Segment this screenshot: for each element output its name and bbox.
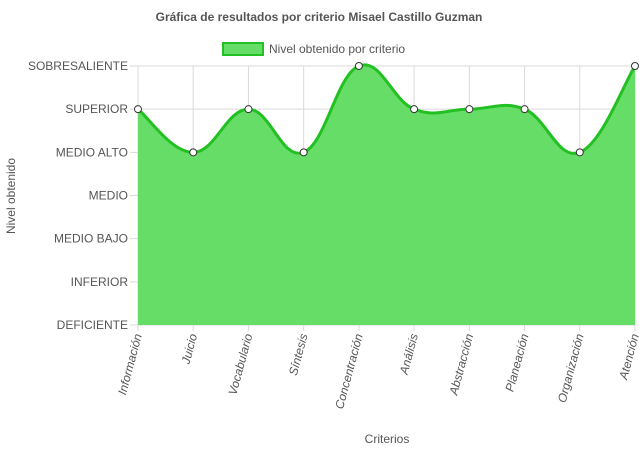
legend-swatch: [222, 42, 264, 56]
chart-title: Gráfica de resultados por criterio Misae…: [156, 10, 483, 24]
x-tick-label: Juicio: [178, 332, 200, 367]
data-point-1[interactable]: [189, 148, 198, 157]
data-area: [137, 63, 637, 325]
data-points[interactable]: [134, 62, 639, 157]
data-point-3[interactable]: [299, 148, 308, 157]
data-point-7[interactable]: [520, 105, 529, 114]
x-tick-labels: Información Juicio Vocabulario Síntesis Conc…: [115, 332, 639, 411]
y-tick-label: MEDIO ALTO: [56, 145, 128, 159]
series-line: [137, 63, 637, 155]
y-tick-label: DEFICIENTE: [57, 318, 128, 332]
x-tick-label: Análisis: [397, 332, 421, 377]
data-point-9[interactable]: [631, 62, 639, 70]
y-tick-label: SUPERIOR: [65, 102, 128, 116]
x-tick-label: Concentración: [332, 332, 366, 411]
y-tick-label: SOBRESALIENTE: [28, 59, 128, 73]
x-tick-label: Atención: [616, 332, 639, 382]
legend[interactable]: Nivel obtenido por criterio: [222, 42, 405, 56]
x-tick-label: Síntesis: [286, 332, 311, 377]
data-point-6[interactable]: [465, 105, 474, 114]
x-tick-label: Organización: [555, 332, 587, 404]
y-tick-label: MEDIO: [89, 189, 128, 203]
data-point-5[interactable]: [410, 105, 419, 114]
series-area-fill: [138, 64, 635, 325]
x-tick-label: Abstracción: [446, 332, 476, 397]
data-point-8[interactable]: [575, 148, 584, 157]
y-tick-label: MEDIO BAJO: [54, 232, 128, 246]
x-axis-label: Criterios: [365, 432, 410, 446]
legend-label: Nivel obtenido por criterio: [269, 42, 405, 56]
y-tick-label: INFERIOR: [71, 275, 129, 289]
y-axis-label: Nivel obtenido: [4, 158, 18, 234]
data-point-0[interactable]: [134, 105, 142, 114]
data-point-4[interactable]: [354, 62, 363, 70]
data-point-2[interactable]: [244, 105, 253, 114]
x-tick-label: Información: [115, 332, 145, 396]
x-tick-label: Planeación: [503, 332, 532, 393]
y-tick-labels: DEFICIENTE INFERIOR MEDIO BAJO MEDIO MEDIO A…: [28, 59, 128, 332]
x-tick-label: Vocabulario: [226, 332, 256, 397]
